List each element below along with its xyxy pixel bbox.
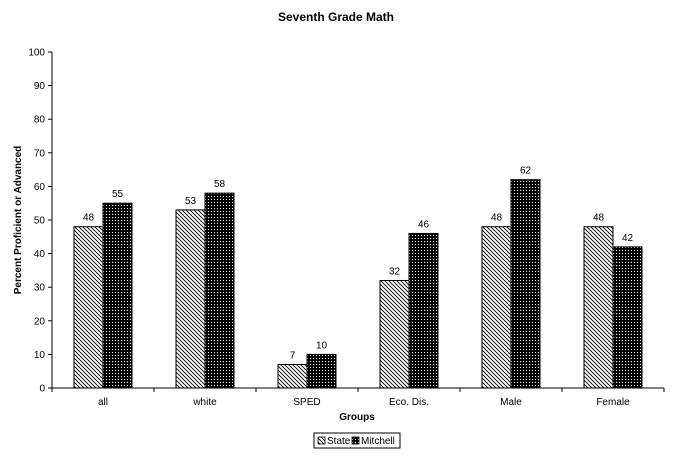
data-label: 53 <box>185 196 197 207</box>
data-label: 48 <box>593 213 605 224</box>
bar-mitchell <box>204 192 235 389</box>
data-label: 10 <box>316 340 328 351</box>
data-label: 58 <box>214 179 226 190</box>
data-label: 55 <box>112 189 124 200</box>
data-label: 62 <box>520 166 532 177</box>
y-axis-title-group: Percent Proficient or Advanced <box>13 146 24 295</box>
x-tick-label: Eco. Dis. <box>389 397 429 408</box>
x-tick-label: Male <box>500 397 522 408</box>
legend-swatch-state <box>317 436 326 445</box>
plot-area: 0 10 20 30 40 50 60 70 80 90 100 all 48 55 white 53 58 SP… <box>28 48 665 408</box>
y-tick-label: 0 <box>39 384 45 395</box>
legend-label-state: State <box>327 436 351 447</box>
data-label: 42 <box>622 233 634 244</box>
data-label: 32 <box>389 266 401 277</box>
bar-state <box>583 226 614 389</box>
y-tick-label: 60 <box>34 182 46 193</box>
bar-state <box>277 363 308 389</box>
y-tick-label: 100 <box>28 48 45 59</box>
bar-mitchell <box>510 179 541 389</box>
y-tick-label: 90 <box>34 81 46 92</box>
y-tick-label: 50 <box>34 216 46 227</box>
x-axis-title: Groups <box>339 412 375 423</box>
y-tick-label: 80 <box>34 115 46 126</box>
data-label: 48 <box>491 213 503 224</box>
bar-state <box>73 226 104 389</box>
bar-mitchell <box>408 232 439 389</box>
data-label: 7 <box>290 350 296 361</box>
y-tick-label: 30 <box>34 283 46 294</box>
bar-state <box>175 209 206 389</box>
x-tick-label: white <box>192 397 217 408</box>
legend-swatch-mitchell <box>351 436 360 445</box>
data-label: 48 <box>83 213 95 224</box>
y-tick-label: 20 <box>34 316 46 327</box>
data-label: 46 <box>418 219 430 230</box>
y-axis-title: Percent Proficient or Advanced <box>13 146 24 295</box>
bar-mitchell <box>306 353 337 389</box>
y-tick-label: 40 <box>34 249 46 260</box>
x-tick-label: Female <box>596 397 630 408</box>
bar-state <box>481 226 512 389</box>
legend: State Mitchell <box>313 432 401 449</box>
y-tick-label: 70 <box>34 148 46 159</box>
bar-mitchell <box>612 246 643 389</box>
bar-mitchell <box>102 202 133 389</box>
x-tick-label: SPED <box>293 397 320 408</box>
y-tick-label: 10 <box>34 350 46 361</box>
chart-title: Seventh Grade Math <box>278 10 394 24</box>
legend-label-mitchell: Mitchell <box>361 436 395 447</box>
bar-state <box>379 279 410 389</box>
x-tick-label: all <box>98 397 108 408</box>
